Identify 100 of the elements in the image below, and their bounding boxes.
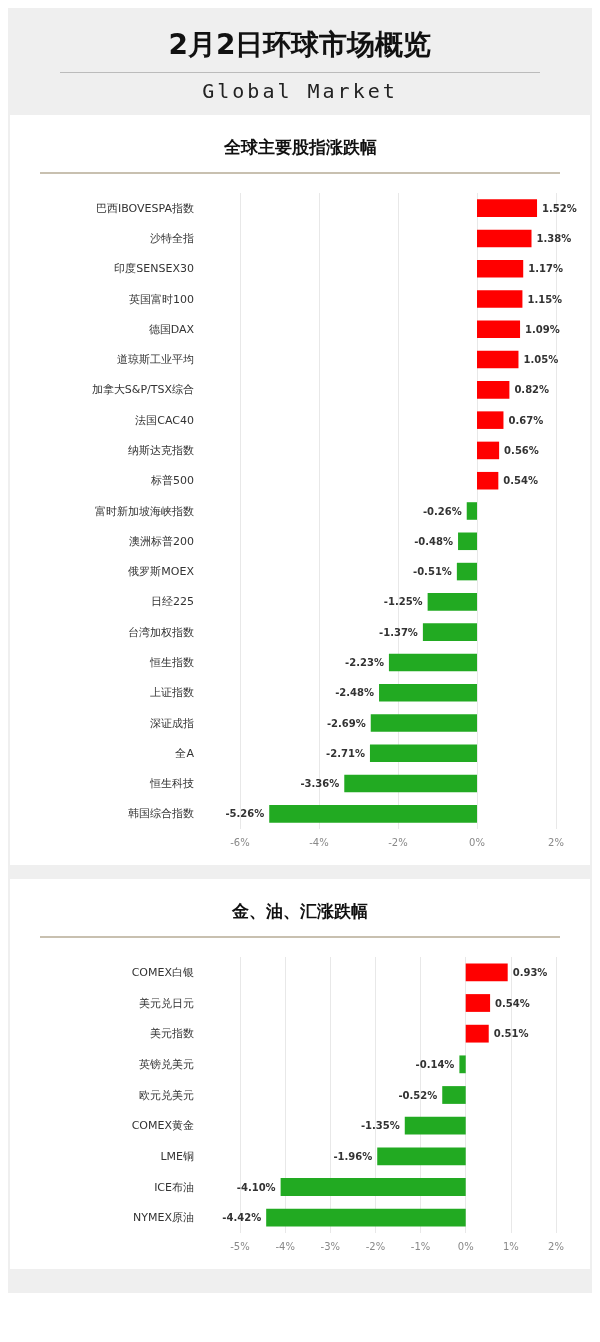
y-tick-label: ICE布油 bbox=[154, 1180, 194, 1194]
bar bbox=[388, 653, 477, 672]
data-label: 1.38% bbox=[536, 232, 572, 244]
data-label: 1.17% bbox=[528, 263, 563, 275]
y-tick-label: 深证成指 bbox=[150, 716, 194, 730]
y-tick-label: 美元兑日元 bbox=[139, 996, 194, 1010]
bar bbox=[370, 714, 477, 732]
bar bbox=[422, 623, 477, 641]
data-label: -0.26% bbox=[422, 505, 462, 517]
x-tick-label: -4% bbox=[275, 1240, 295, 1252]
x-tick-label: -2% bbox=[365, 1240, 386, 1252]
x-tick-label: 0% bbox=[457, 1240, 474, 1252]
bar bbox=[369, 744, 477, 763]
data-label: 1.09% bbox=[525, 323, 560, 335]
x-tick-label: -5% bbox=[230, 1240, 250, 1252]
data-label: -2.48% bbox=[335, 687, 375, 699]
bar bbox=[477, 381, 510, 399]
bar bbox=[477, 199, 538, 217]
x-tick-label: -3% bbox=[320, 1240, 341, 1252]
bar bbox=[477, 411, 504, 429]
y-tick-label: 上证指数 bbox=[150, 686, 194, 700]
bar bbox=[266, 1208, 466, 1227]
y-tick-label: LME铜 bbox=[160, 1149, 194, 1163]
bar bbox=[465, 1024, 489, 1043]
y-tick-label: 欧元兑美元 bbox=[139, 1088, 194, 1102]
text: 2月2日环球市场概览 bbox=[167, 27, 433, 63]
bar bbox=[477, 350, 519, 369]
y-tick-label: 韩国综合指数 bbox=[128, 807, 194, 821]
x-tick-label: -4% bbox=[309, 836, 329, 848]
bar bbox=[459, 1055, 466, 1074]
bar bbox=[442, 1086, 466, 1104]
y-tick-label: COMEX黄金 bbox=[131, 1119, 194, 1133]
bar bbox=[379, 683, 477, 702]
y-tick-label: 日经225 bbox=[151, 595, 194, 609]
y-tick-label: 英镑兑美元 bbox=[139, 1057, 194, 1071]
data-label: 0.56% bbox=[504, 444, 539, 456]
y-tick-label: 纳斯达克指数 bbox=[128, 443, 194, 457]
data-label: -2.69% bbox=[326, 717, 366, 729]
data-label: 0.82% bbox=[514, 384, 550, 396]
y-tick-label: 道琼斯工业平均 bbox=[117, 353, 194, 367]
data-label: -2.23% bbox=[345, 656, 384, 668]
x-tick-label: 0% bbox=[469, 836, 485, 848]
y-tick-label: 标普500 bbox=[150, 474, 194, 488]
data-label: 0.67% bbox=[508, 414, 544, 426]
data-label: -1.96% bbox=[333, 1150, 373, 1162]
x-tick-label: -2% bbox=[388, 836, 408, 848]
data-label: -1.25% bbox=[383, 596, 423, 608]
y-tick-label: 恒生指数 bbox=[149, 655, 194, 669]
y-tick-label: COMEX白银 bbox=[131, 965, 194, 979]
bar bbox=[377, 1147, 466, 1166]
x-tick-label: 2% bbox=[548, 836, 564, 848]
y-tick-label: 印度SENSEX30 bbox=[114, 262, 194, 276]
y-tick-label: 沙特全指 bbox=[150, 231, 194, 245]
data-label: -2.71% bbox=[326, 747, 365, 759]
data-label: -1.35% bbox=[360, 1120, 400, 1132]
bar bbox=[465, 963, 508, 982]
data-label: 0.93% bbox=[512, 966, 548, 978]
bar bbox=[477, 441, 500, 460]
y-tick-label: 英国富时100 bbox=[129, 292, 194, 306]
bar bbox=[404, 1116, 466, 1135]
text: Global Market bbox=[201, 79, 399, 103]
chart-title: 全球主要股指涨跌幅 bbox=[222, 136, 377, 157]
data-label: 1.05% bbox=[523, 354, 559, 366]
bar bbox=[477, 259, 524, 278]
bar bbox=[465, 994, 491, 1012]
x-tick-label: -1% bbox=[410, 1240, 431, 1252]
data-label: 0.54% bbox=[495, 997, 530, 1009]
y-tick-label: 巴西IBOVESPA指数 bbox=[96, 201, 194, 215]
y-tick-label: 澳洲标普200 bbox=[129, 534, 194, 548]
bar bbox=[477, 229, 532, 248]
y-tick-label: 富时新加坡海峡指数 bbox=[95, 504, 194, 518]
data-label: -0.51% bbox=[413, 566, 452, 578]
data-label: -0.52% bbox=[398, 1089, 438, 1101]
bar bbox=[477, 471, 499, 490]
y-tick-label: NYMEX原油 bbox=[133, 1211, 194, 1225]
data-label: 0.51% bbox=[493, 1028, 529, 1040]
data-label: 1.52% bbox=[542, 202, 577, 214]
y-tick-label: 恒生科技 bbox=[149, 777, 194, 791]
data-label: -0.14% bbox=[415, 1058, 455, 1070]
y-tick-label: 德国DAX bbox=[148, 322, 195, 336]
x-tick-label: -6% bbox=[230, 836, 250, 848]
data-label: -5.26% bbox=[225, 808, 265, 820]
y-tick-label: 全A bbox=[175, 746, 195, 760]
bar bbox=[466, 502, 477, 520]
data-label: -4.10% bbox=[236, 1181, 276, 1193]
data-label: 0.54% bbox=[503, 475, 539, 487]
bar bbox=[477, 320, 521, 339]
bar bbox=[477, 290, 523, 308]
bar bbox=[269, 805, 477, 823]
data-label: 1.15% bbox=[527, 293, 563, 305]
chart-title: 金、油、汇涨跌幅 bbox=[231, 900, 368, 921]
data-label: -4.42% bbox=[222, 1212, 262, 1224]
y-tick-label: 加拿大S&P/TSX综合 bbox=[91, 383, 194, 397]
data-label: -0.48% bbox=[414, 535, 454, 547]
y-tick-label: 法国CAC40 bbox=[135, 413, 194, 427]
x-tick-label: 1% bbox=[502, 1240, 519, 1252]
data-label: -3.36% bbox=[300, 778, 340, 790]
bar bbox=[344, 774, 477, 793]
y-tick-label: 台湾加权指数 bbox=[128, 625, 194, 639]
bar bbox=[280, 1178, 466, 1196]
